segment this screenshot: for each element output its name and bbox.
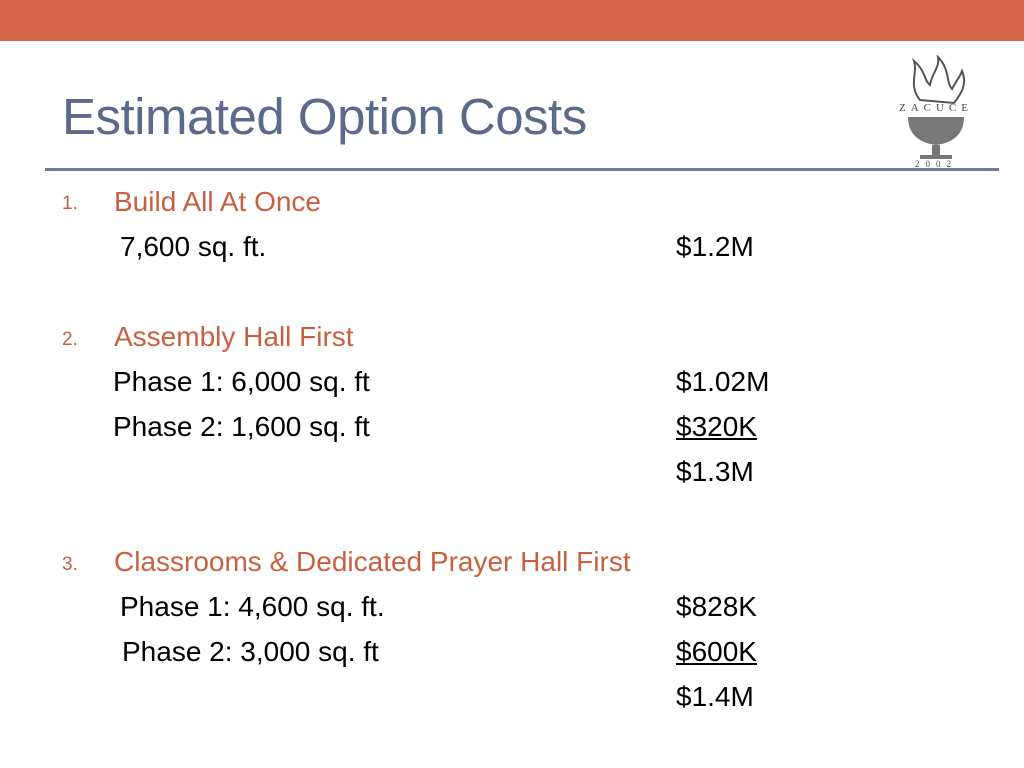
logo: ZACUCE 2002 — [899, 55, 973, 169]
option-title: Classrooms & Dedicated Prayer Hall First — [114, 546, 631, 577]
option-total: $1.4M — [676, 681, 754, 712]
option-total: $1.3M — [676, 456, 754, 487]
row-amount: $320K — [676, 411, 757, 442]
row-label: Phase 2: 3,000 sq. ft — [122, 636, 379, 667]
list-number: 2. — [62, 329, 78, 350]
row-label: Phase 1: 4,600 sq. ft. — [120, 591, 385, 622]
logo-stem — [932, 145, 940, 157]
slide-title: Estimated Option Costs — [62, 88, 587, 145]
row-label: Phase 1: 6,000 sq. ft — [113, 366, 370, 397]
logo-flame — [911, 55, 966, 105]
row-label: Phase 2: 1,600 sq. ft — [113, 411, 370, 442]
logo-year: 2002 — [915, 159, 957, 169]
logo-name: ZACUCE — [899, 102, 973, 114]
top-bar — [0, 0, 1024, 41]
option-title: Assembly Hall First — [114, 321, 354, 352]
logo-bowl — [908, 117, 964, 145]
row-amount: $600K — [676, 636, 757, 667]
row-amount: $1.02M — [676, 366, 770, 397]
logo-base — [920, 155, 952, 159]
option-title: Build All At Once — [114, 186, 322, 217]
row-amount: $828K — [676, 591, 757, 622]
row-amount: $1.2M — [676, 231, 754, 262]
list-number: 3. — [62, 554, 78, 575]
list-number: 1. — [62, 193, 78, 214]
row-label: 7,600 sq. ft. — [120, 231, 267, 262]
title-rule — [45, 168, 999, 171]
